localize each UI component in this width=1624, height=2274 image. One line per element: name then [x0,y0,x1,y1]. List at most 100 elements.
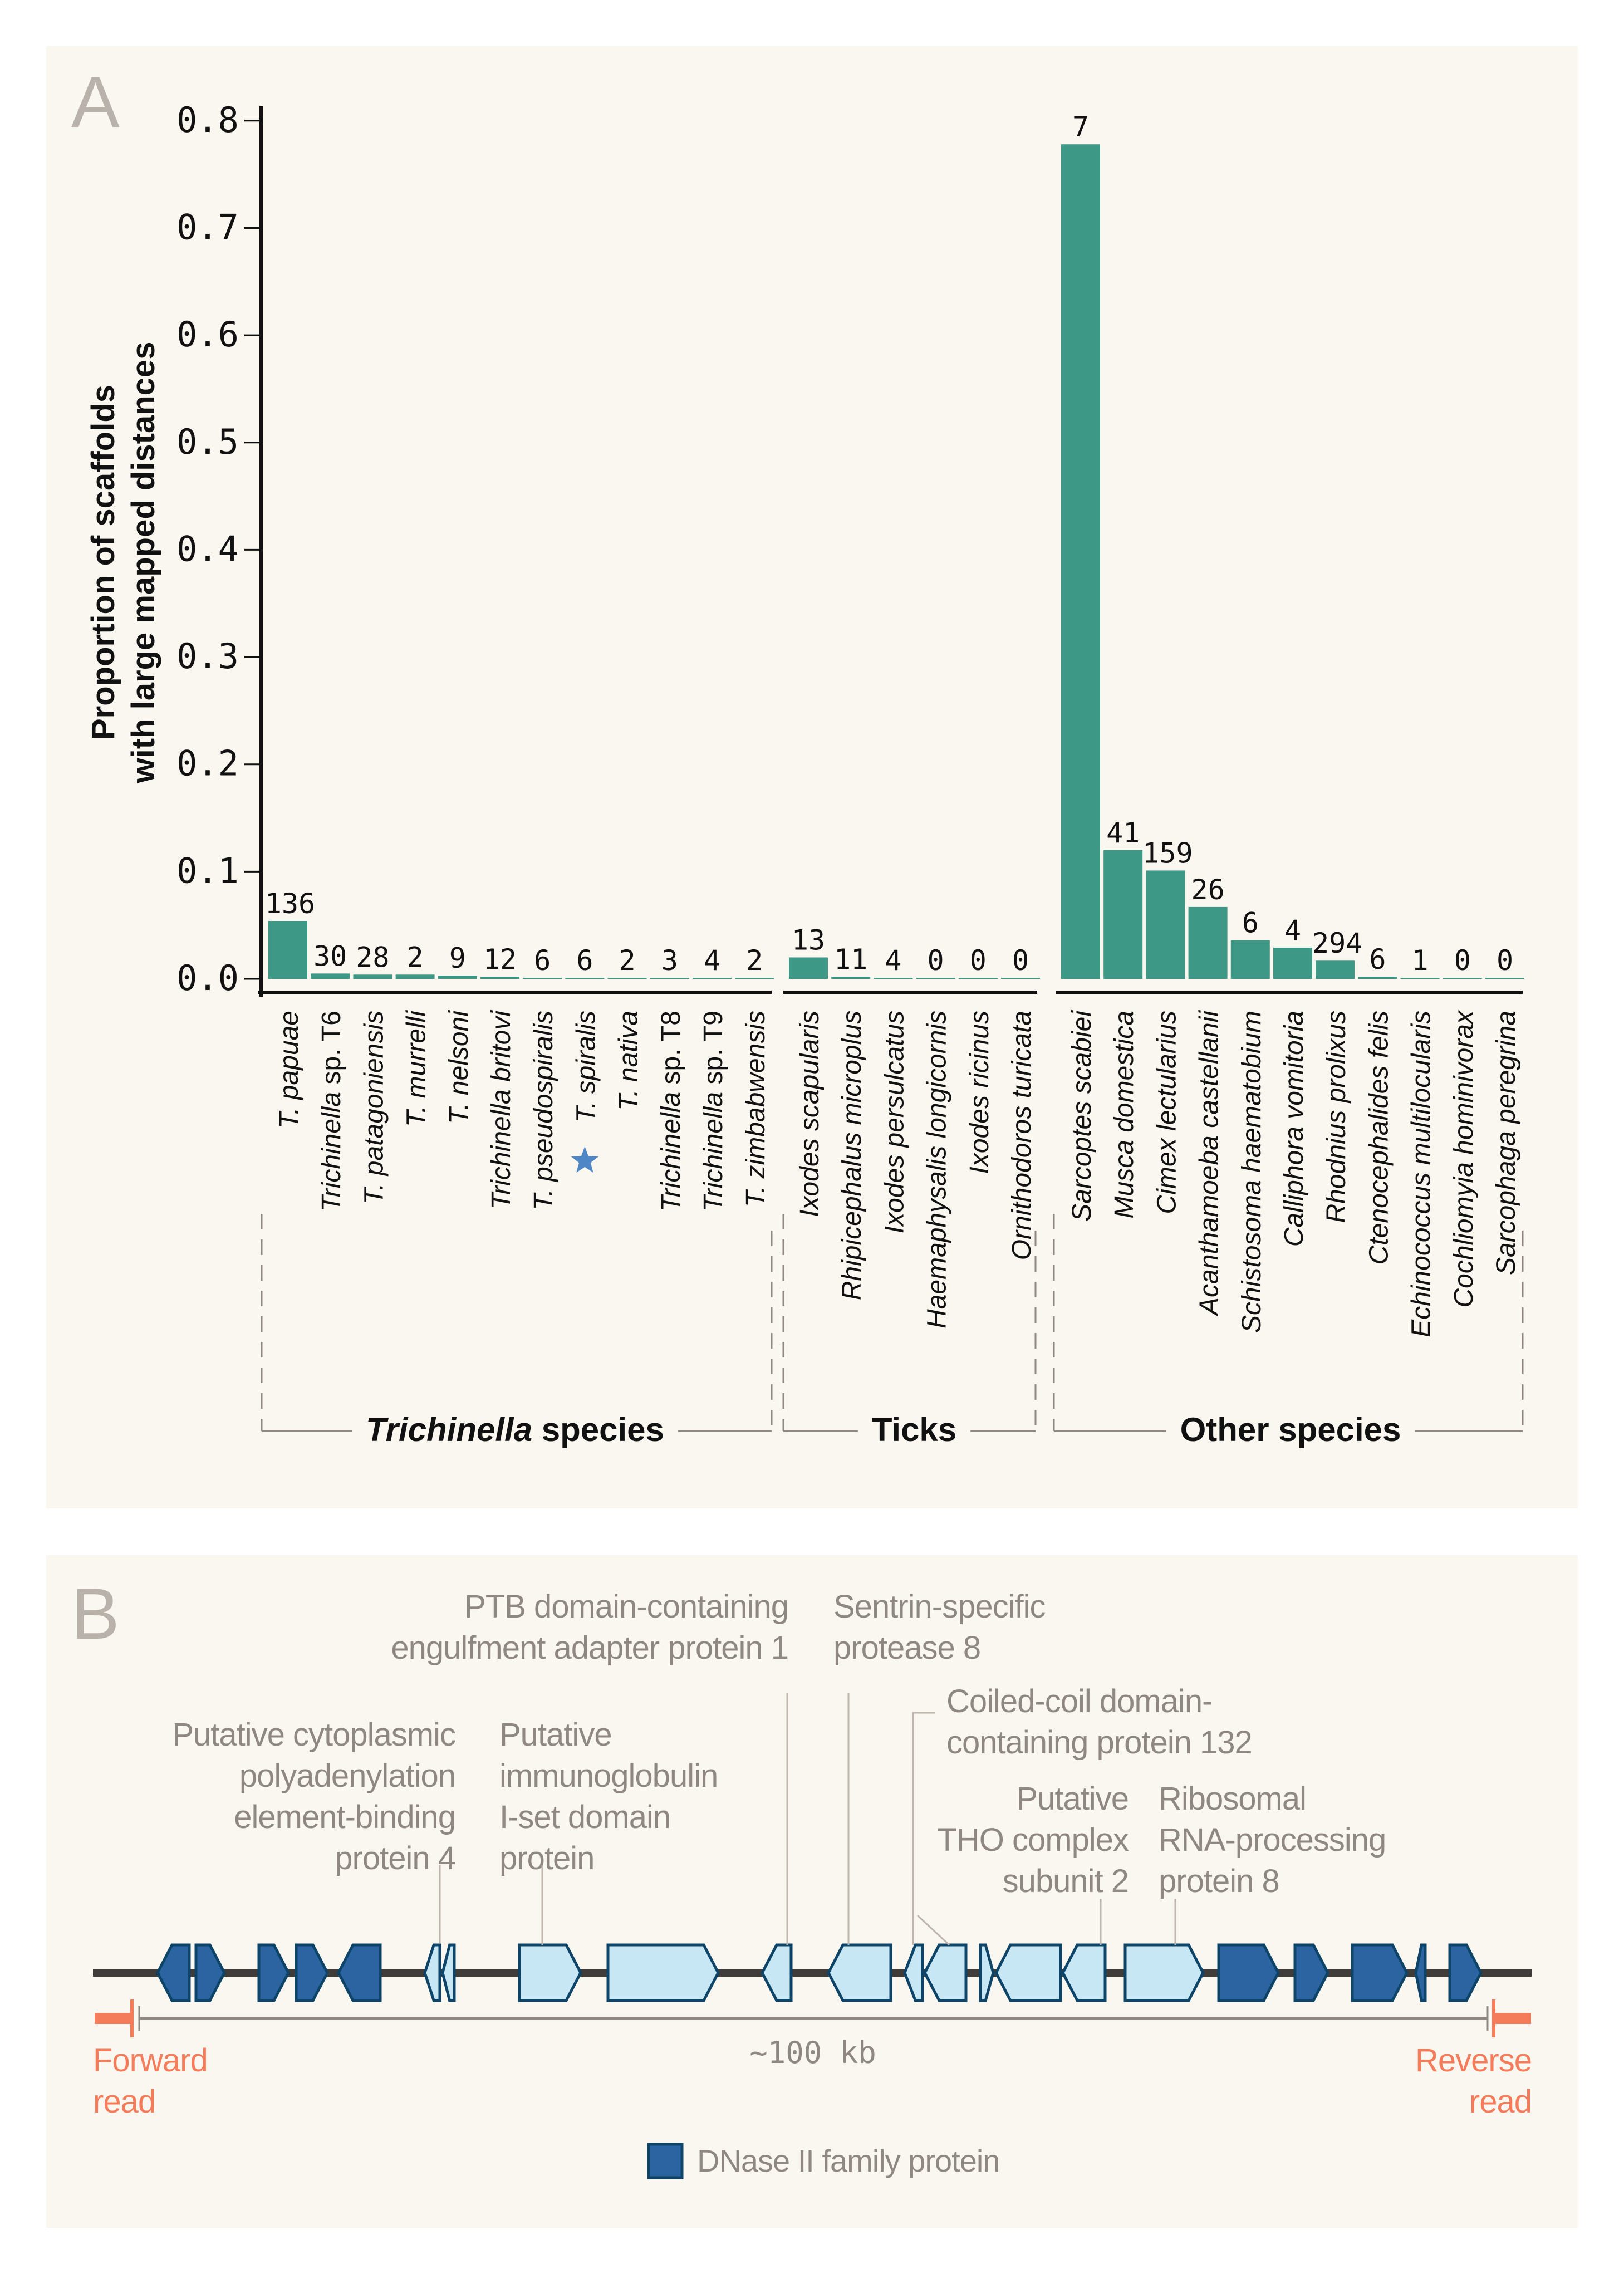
x-tick-label: Trichinella sp. T8 [656,1011,686,1212]
x-tick-label-text: Ixodes ricinus [965,1011,994,1174]
bar-count-label: 11 [834,943,867,976]
gene-annotation-label: protease 8 [833,1630,980,1666]
reverse-read-marker [1492,1999,1495,2037]
bar [353,974,392,979]
bar-count-label: 6 [576,944,593,977]
gene-annotation-label: subunit 2 [1003,1863,1129,1899]
x-tick-label-text: T. patagoniensis [359,1011,389,1204]
gene-annotation-label: protein 8 [1159,1863,1279,1899]
x-tick-label: T. murrelli [402,1010,431,1127]
gene-arrow-dnase [1414,1943,1427,2002]
gene-annotation-label: Putative [1016,1781,1129,1817]
bar-count-label: 6 [534,944,551,977]
reverse-read-marker [1492,2013,1531,2024]
x-tick-label-text: T. pseudospiralis [529,1011,558,1210]
bar-count-label: 4 [704,944,720,977]
annotation-leader-line [912,1712,935,1932]
x-tick-label: T. spiralis [571,1011,601,1123]
x-tick-label: T. nativa [614,1011,644,1111]
gene-arrow-dnase [1448,1943,1483,2002]
x-tick-label: Ixodes ricinus [965,1011,994,1174]
x-tick-label: Trichinella sp. T6 [317,1011,346,1212]
gene-annotation-label: Putative cytoplasmic [172,1717,455,1753]
bar-count-label: 2 [619,944,636,977]
x-tick-label: T. nelsoni [444,1010,474,1124]
gene-arrow [606,1943,720,2002]
group-label: Other species [1180,1411,1401,1448]
x-tick-label-text: T. papuae [274,1011,304,1129]
bar-count-label: 13 [792,924,825,956]
bar-count-label: 159 [1142,837,1193,869]
gene-annotation-label: containing protein 132 [946,1724,1252,1761]
bar [607,978,647,979]
x-tick-label-text: Ornithodoros turicata [1007,1011,1037,1260]
bar-count-label: 6 [1369,943,1386,976]
x-tick-label-text: Cimex lectularius [1152,1011,1181,1214]
x-tick-label: Trichinella britovi [487,1010,516,1209]
bar [523,978,562,979]
bar-count-label: 136 [265,888,315,920]
x-tick-label: T. patagoniensis [359,1011,389,1204]
x-tick-label: Rhodnius prolixus [1322,1011,1351,1223]
bar [1273,948,1312,979]
group-label: Ticks [872,1411,956,1448]
y-axis-label: Proportion of scaffolds with large mapped… [85,342,161,784]
gene-annotation-label: Sentrin-specific [833,1589,1045,1625]
bar [438,976,477,979]
gene-annotation-label: Ribosomal [1159,1781,1306,1817]
gene-arrow-dnase [1217,1943,1280,2002]
bar [789,957,828,979]
gene-arrow [1061,1943,1107,2002]
gene-annotation-label: I-set domain [499,1799,670,1835]
reverse-read-label: read [1469,2084,1532,2120]
bar [958,978,998,979]
x-tick-label-text: Schistosoma haematobium [1237,1011,1267,1333]
gene-arrow-dnase [1351,1943,1409,2002]
gene-arrow [994,1943,1062,2002]
gene-arrow-dnase [156,1943,191,2002]
bar [1316,960,1355,979]
bar-count-label: 3 [661,944,678,977]
bar-count-label: 6 [1242,907,1259,939]
bar [874,978,913,979]
x-tick-label-text: T. zimbabwensis [741,1011,771,1207]
x-tick-label-text: Sarcoptes scabiei [1067,1010,1097,1222]
bar-count-label: 0 [1497,944,1513,977]
bar-count-label: 1 [1412,944,1429,977]
x-tick-label-text: Trichinella sp. T6 [317,1011,346,1212]
star-icon [571,1146,599,1173]
gene-annotation-label: element-binding [234,1799,455,1835]
gene-arrow-dnase [295,1943,329,2002]
bar [1188,906,1228,979]
bar-count-label: 41 [1106,817,1140,849]
bar-count-label: 2 [746,944,763,977]
bar [565,978,605,979]
gene-arrow-dnase [1293,1943,1329,2002]
bar [1400,978,1440,979]
y-tick-label: 0.6 [176,314,239,355]
reverse-read-label: Reverse [1415,2042,1532,2079]
bar [1146,870,1185,979]
x-tick-label-text: Rhipicephalus microplus [837,1011,867,1300]
gene-annotation-label: engulfment adapter protein 1 [391,1630,788,1666]
x-tick-label-text: Ctenocephalides felis [1364,1011,1394,1265]
y-tick-label: 0.4 [176,528,239,569]
bar-count-label: 0 [928,944,944,977]
bar [735,978,774,979]
forward-read-marker [130,1999,134,2037]
x-tick-label: Ctenocephalides felis [1364,1011,1394,1265]
x-tick-label: Echinococcus multilocularis [1407,1011,1436,1337]
x-tick-label: T. pseudospiralis [529,1011,558,1210]
panel-a: A [46,46,1578,1508]
bar [650,978,689,979]
panel-b: B [46,1555,1578,2228]
annotation-leader-line [916,1914,950,1946]
gene-arrow-dnase [194,1943,226,2002]
gene-arrow [923,1943,968,2002]
x-tick-label-text: Sarcophaga peregrina [1491,1011,1521,1275]
forward-read-marker [95,2013,134,2024]
bar [831,977,871,979]
x-tick-label: Rhipicephalus microplus [837,1011,867,1300]
y-tick-label: 0.3 [176,636,239,677]
